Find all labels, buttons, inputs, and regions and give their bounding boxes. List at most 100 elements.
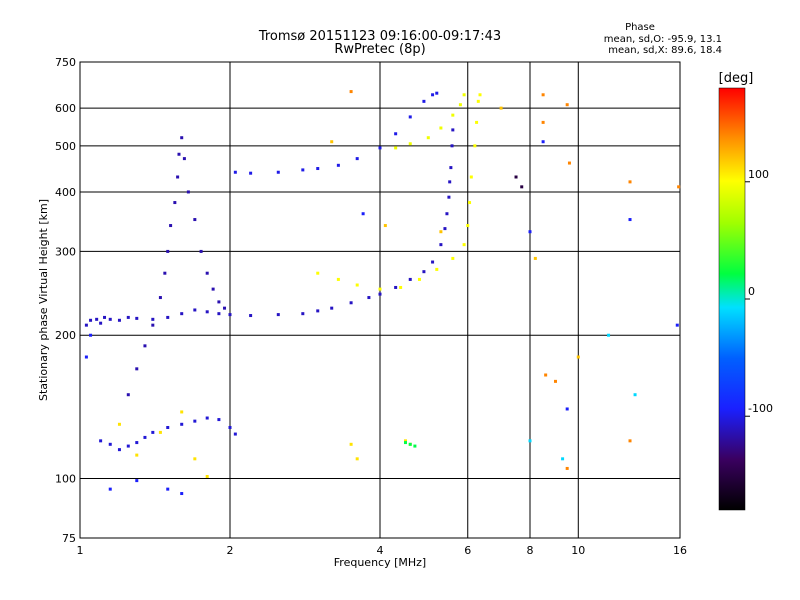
stats-header: Phase	[625, 22, 655, 33]
data-point	[565, 466, 569, 470]
x-tick-label: 6	[464, 544, 471, 557]
data-point	[166, 249, 170, 253]
data-point	[330, 140, 334, 144]
colorbar-tick-label: 0	[748, 285, 755, 298]
data-point	[633, 393, 637, 397]
data-point	[439, 230, 443, 234]
data-point	[450, 144, 454, 148]
colorbar-tick-label: -100	[748, 402, 773, 415]
data-point	[89, 318, 93, 322]
data-point	[431, 93, 435, 97]
data-point	[462, 93, 466, 97]
data-point	[394, 132, 398, 136]
y-tick-label: 300	[55, 245, 76, 258]
data-point	[193, 457, 197, 461]
data-point	[567, 161, 571, 165]
chart-title: Tromsø 20151123 09:16:00-09:17:43	[258, 29, 501, 44]
x-tick-labels: 1 2 4 6 8 10 16	[77, 544, 688, 557]
x-tick-label: 2	[227, 544, 234, 557]
data-point	[158, 296, 162, 300]
data-point	[182, 157, 186, 161]
data-point	[451, 256, 455, 260]
data-point	[186, 190, 190, 194]
data-point	[193, 218, 197, 222]
colorbar-ticks: 100 0 -100	[745, 168, 773, 417]
data-point	[541, 140, 545, 144]
data-point	[143, 344, 147, 348]
data-point	[180, 422, 184, 426]
data-point	[217, 300, 221, 304]
data-point	[399, 285, 403, 289]
data-point	[499, 106, 503, 110]
data-point	[117, 448, 121, 452]
data-point	[439, 126, 443, 130]
x-axis-label: Frequency [MHz]	[334, 556, 426, 569]
data-point	[541, 93, 545, 97]
data-point	[553, 379, 557, 383]
data-point	[449, 166, 453, 170]
data-point	[126, 315, 130, 319]
data-point	[675, 323, 679, 327]
data-point	[473, 144, 477, 148]
data-point	[336, 277, 340, 281]
data-point	[478, 93, 482, 97]
data-point	[469, 175, 473, 179]
colorbar	[718, 87, 746, 511]
y-tick-label: 75	[62, 532, 76, 545]
data-point	[108, 487, 112, 491]
data-point	[447, 195, 451, 199]
data-point	[475, 120, 479, 124]
data-point	[135, 479, 139, 483]
x-tick-label: 16	[673, 544, 687, 557]
stats-line-o: mean, sd,O: -95.9, 13.1	[604, 34, 722, 45]
data-point	[417, 277, 421, 281]
data-point	[378, 146, 382, 150]
data-point	[383, 224, 387, 228]
data-point	[126, 444, 130, 448]
data-point	[151, 323, 155, 327]
data-point	[217, 312, 221, 316]
data-point	[163, 271, 167, 275]
data-point	[349, 90, 353, 94]
data-point	[451, 128, 455, 132]
data-point	[108, 442, 112, 446]
data-point	[408, 142, 412, 146]
data-point	[99, 321, 103, 325]
data-point	[135, 367, 139, 371]
data-point	[301, 312, 305, 316]
data-point	[180, 136, 184, 140]
data-point	[476, 99, 480, 103]
data-point	[367, 296, 371, 300]
data-point	[431, 260, 435, 264]
data-point	[135, 441, 139, 445]
data-point	[199, 249, 203, 253]
data-point	[217, 418, 221, 422]
data-point	[316, 309, 320, 313]
data-point	[677, 185, 681, 189]
data-point	[413, 444, 417, 448]
data-point	[205, 310, 209, 314]
y-tick-label: 100	[55, 473, 76, 486]
y-tick-label: 200	[55, 329, 76, 342]
data-point	[228, 313, 232, 317]
data-point	[135, 453, 139, 457]
data-point	[180, 492, 184, 496]
data-point	[205, 416, 209, 420]
data-point	[166, 315, 170, 319]
data-point	[336, 163, 340, 167]
data-point	[565, 103, 569, 107]
data-point	[126, 393, 130, 397]
data-point	[205, 271, 209, 275]
x-tick-label: 8	[527, 544, 534, 557]
data-point	[528, 439, 532, 443]
chart-subtitle: RwPretec (8p)	[334, 42, 425, 57]
data-point	[151, 430, 155, 434]
data-point	[108, 317, 112, 321]
data-point	[361, 212, 365, 216]
data-point	[151, 317, 155, 321]
data-point	[403, 441, 407, 445]
data-point	[426, 136, 430, 140]
data-point	[135, 316, 139, 320]
y-tick-label: 600	[55, 102, 76, 115]
